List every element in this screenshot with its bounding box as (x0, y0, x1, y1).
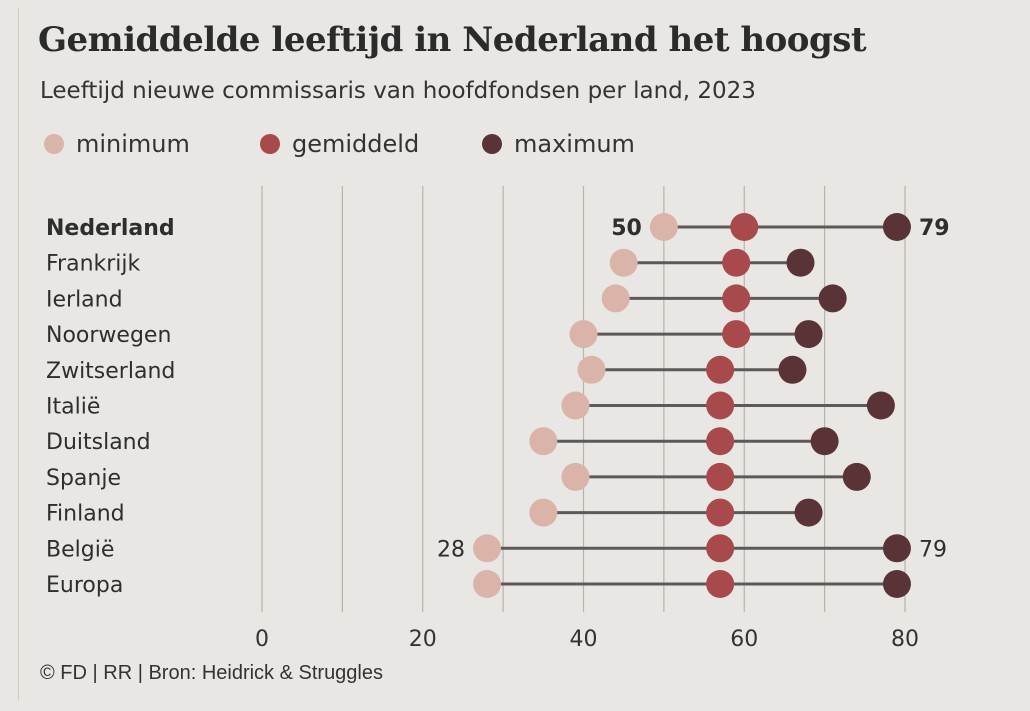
data-label-max: 79 (919, 537, 947, 562)
legend-item-gemiddeld: gemiddeld (260, 130, 419, 158)
legend-label-gemiddeld: gemiddeld (292, 130, 420, 158)
point-gemiddeld (722, 248, 751, 277)
point-minimum (561, 391, 590, 420)
category-label: Italië (46, 395, 100, 420)
source-credit: © FD | RR | Bron: Heidrick & Struggles (40, 662, 383, 684)
x-tick-label: 80 (891, 627, 919, 652)
point-maximum (778, 355, 807, 384)
chart-title: Gemiddelde leeftijd in Nederland het hoo… (38, 20, 867, 60)
point-maximum (882, 534, 911, 563)
category-label: Zwitserland (46, 359, 175, 384)
point-maximum (866, 391, 895, 420)
point-gemiddeld (706, 355, 735, 384)
legend-label-maximum: maximum (514, 130, 635, 158)
point-minimum (609, 248, 638, 277)
point-gemiddeld (722, 320, 751, 349)
category-label: Finland (46, 502, 125, 527)
category-label: Nederland (46, 216, 175, 241)
legend-swatch-gemiddeld (260, 134, 280, 154)
legend-label-minimum: minimum (76, 130, 190, 158)
legend-swatch-minimum (44, 134, 64, 154)
data-label-min: 28 (437, 537, 465, 562)
category-label: Noorwegen (46, 323, 171, 348)
x-tick-label: 40 (570, 627, 598, 652)
category-label: Spanje (46, 466, 121, 491)
x-tick-label: 20 (409, 627, 437, 652)
category-label: Europa (46, 573, 123, 598)
x-tick-label: 0 (255, 627, 269, 652)
point-gemiddeld (706, 462, 735, 491)
point-minimum (561, 462, 590, 491)
category-label: Duitsland (46, 430, 151, 455)
data-label-min: 50 (611, 216, 642, 241)
x-tick-label: 60 (730, 627, 758, 652)
point-maximum (794, 498, 823, 527)
point-gemiddeld (706, 570, 735, 598)
point-gemiddeld (706, 427, 735, 456)
category-label: Ierland (46, 287, 123, 312)
point-maximum (786, 248, 815, 277)
point-minimum (577, 355, 606, 384)
chart-subtitle: Leeftijd nieuwe commissaris van hoofdfon… (40, 78, 756, 104)
chart-frame (18, 8, 1005, 700)
point-maximum (842, 462, 871, 491)
point-maximum (818, 284, 847, 313)
legend-swatch-maximum (482, 134, 502, 154)
point-minimum (601, 284, 630, 313)
point-minimum (473, 534, 502, 563)
legend-item-minimum: minimum (44, 130, 190, 158)
point-gemiddeld (706, 534, 735, 563)
point-maximum (794, 320, 823, 349)
point-gemiddeld (706, 391, 735, 420)
point-gemiddeld (722, 284, 751, 313)
point-minimum (569, 320, 598, 349)
point-gemiddeld (706, 498, 735, 527)
point-maximum (882, 570, 911, 598)
category-label: België (46, 537, 114, 562)
point-minimum (649, 213, 678, 241)
point-maximum (810, 427, 839, 456)
point-minimum (473, 570, 502, 598)
data-label-max: 79 (919, 216, 950, 241)
point-maximum (882, 213, 911, 241)
legend-item-maximum: maximum (482, 130, 635, 158)
point-gemiddeld (730, 213, 759, 241)
point-minimum (529, 427, 558, 456)
category-label: Frankrijk (46, 252, 141, 277)
point-minimum (529, 498, 558, 527)
